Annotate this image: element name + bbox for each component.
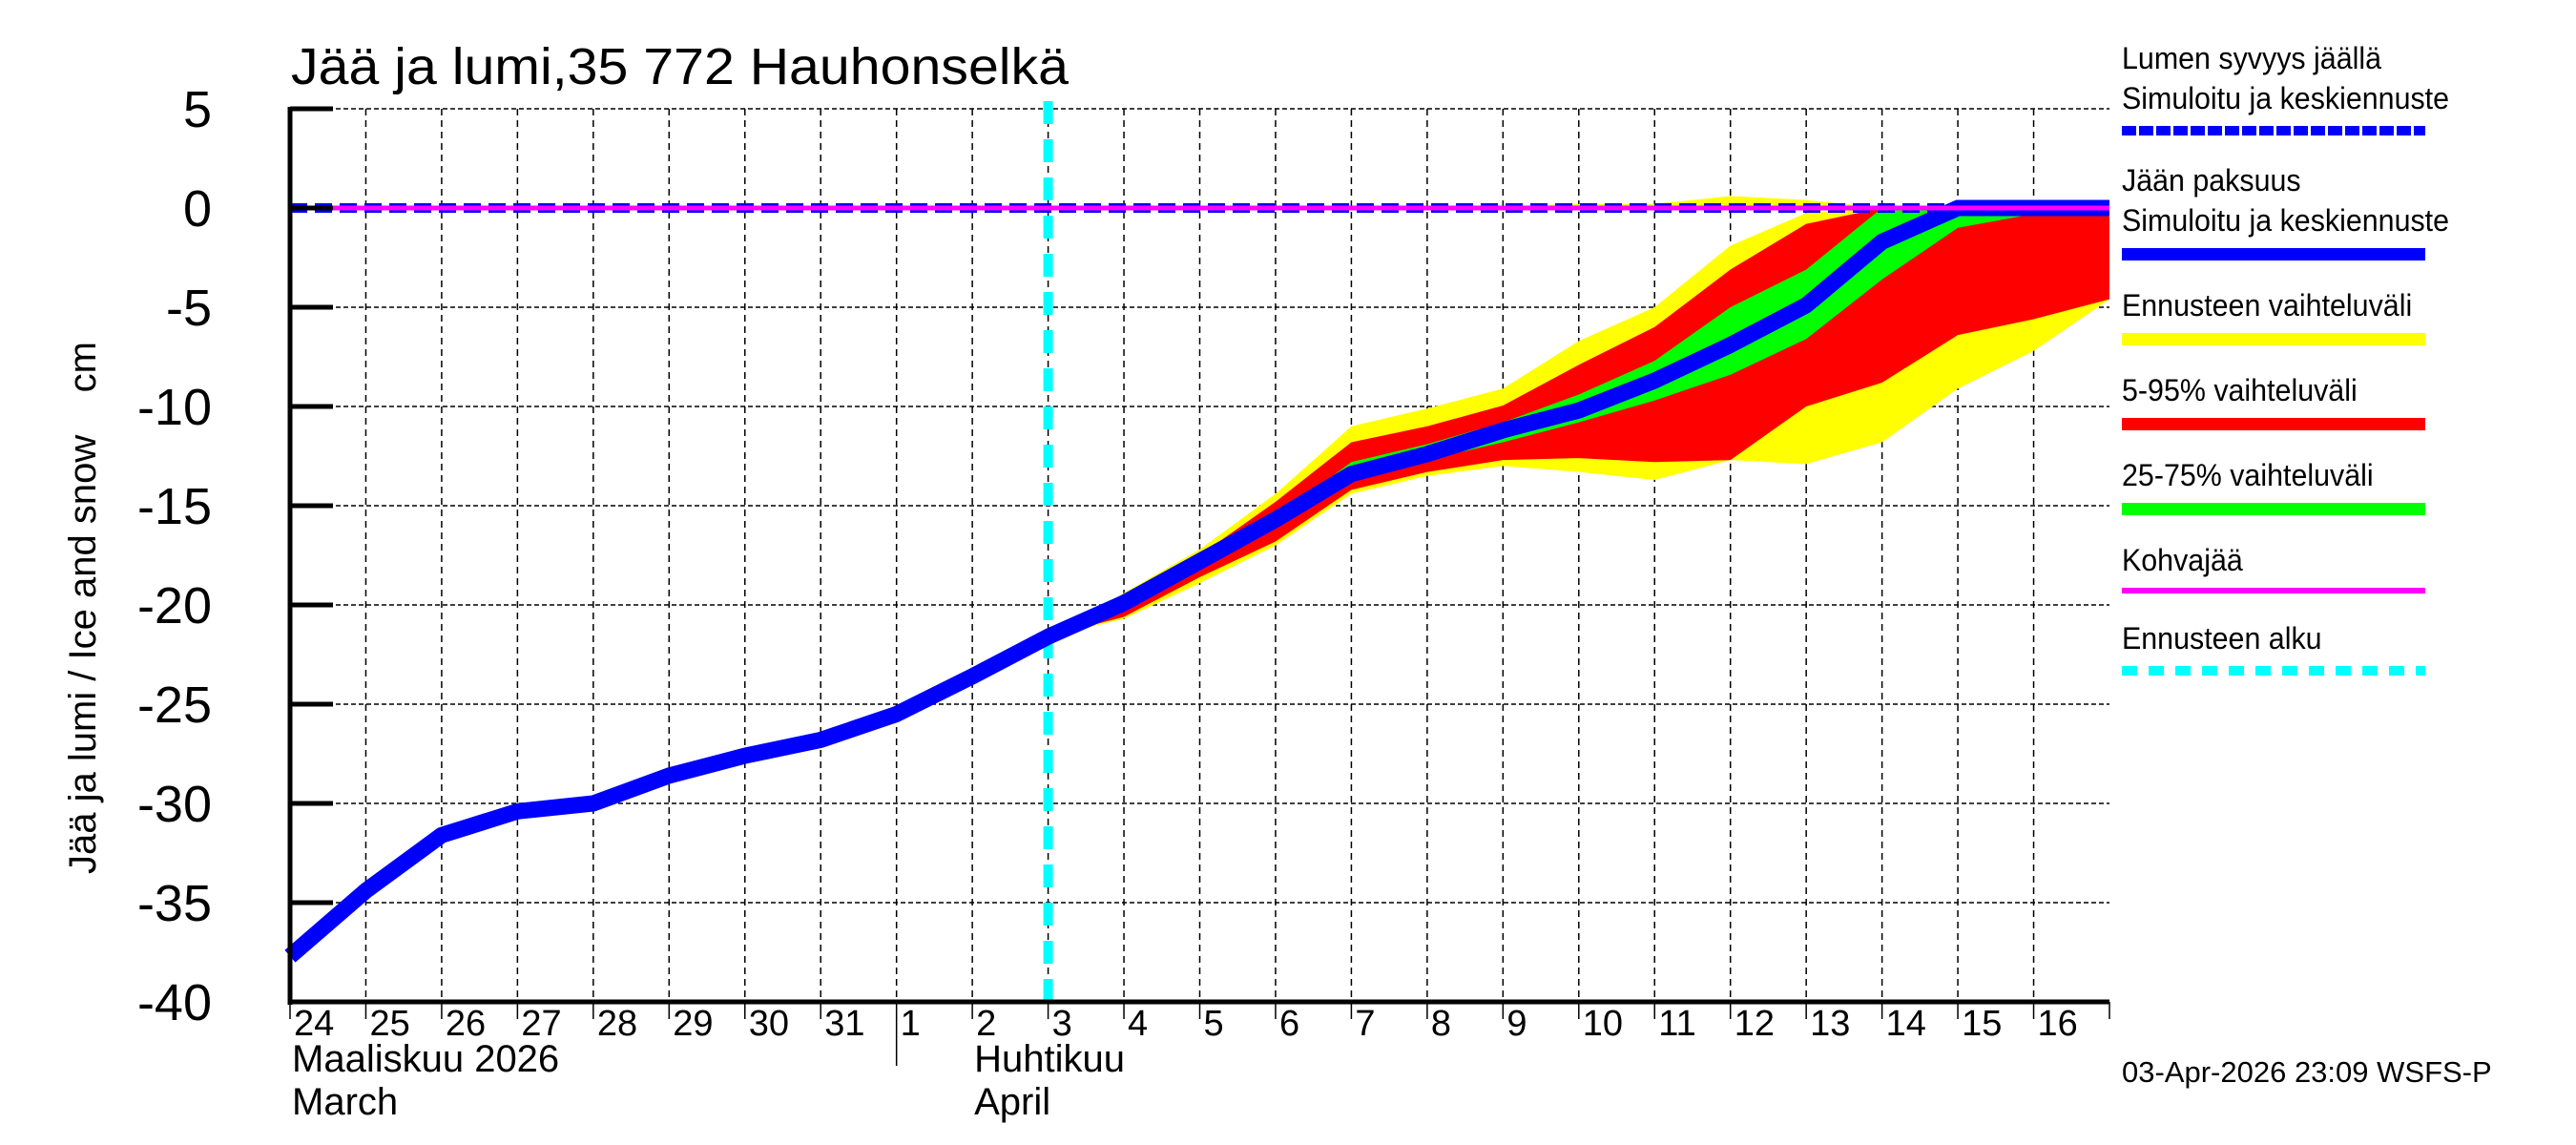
y-tick-label: -25 (137, 677, 212, 734)
forecast-range-band-top (1426, 196, 2109, 208)
legend-swatch-forecast-range (2122, 333, 2425, 345)
legend-label: Kohvajää (2122, 543, 2243, 577)
legend-swatch-snow-depth (2122, 126, 2425, 135)
legend-swatch-ice-thickness (2122, 248, 2425, 260)
x-tick-label: 10 (1583, 1004, 1623, 1044)
data-lines (284, 101, 2109, 1002)
axes (287, 106, 2110, 1066)
x-tick-label: 27 (521, 1004, 561, 1044)
x-tick-label: 24 (294, 1004, 334, 1044)
month-label-en: March (292, 1081, 398, 1123)
x-tick-label: 14 (1886, 1004, 1926, 1044)
y-tick-label: -30 (137, 776, 212, 833)
legend-label: Ennusteen vaihteluväli (2122, 288, 2413, 323)
x-tick-label: 31 (824, 1004, 864, 1044)
x-tick-label: 11 (1658, 1004, 1695, 1044)
legend-swatch-slush-ice (2122, 588, 2425, 593)
x-tick-label: 16 (2038, 1004, 2078, 1044)
x-tick-label: 25 (369, 1004, 409, 1044)
x-tick-label: 13 (1810, 1004, 1850, 1044)
y-tick-label: -40 (137, 974, 212, 1031)
x-tick-label: 12 (1735, 1004, 1775, 1044)
y-tick-label: -20 (137, 577, 212, 635)
range-5-95-band (1048, 208, 2109, 637)
x-tick-label: 15 (1962, 1004, 2002, 1044)
legend-label: 5-95% vaihteluväli (2122, 373, 2358, 407)
legend-label: Ennusteen alku (2122, 621, 2322, 656)
x-tick-label: 1 (901, 1004, 921, 1044)
legend-item-snow-depth: Lumen syvyys jäällä Simuloitu ja keskienn… (2122, 38, 2570, 135)
legend-label: 25-75% vaihteluväli (2122, 458, 2374, 492)
month-label-fi: Maaliskuu 2026 (292, 1038, 559, 1080)
legend-label: Simuloitu ja keskiennuste (2122, 81, 2450, 115)
month-label-fi: Huhtikuu (974, 1038, 1125, 1080)
y-axis-label: Jää ja lumi / Ice and snow cm (62, 342, 104, 874)
legend-swatch-range-25-75 (2122, 503, 2425, 515)
y-tick-label: 0 (183, 180, 212, 238)
legend-swatch-range-5-95 (2122, 418, 2425, 430)
y-tick-label: -10 (137, 379, 212, 436)
x-tick-label: 9 (1506, 1004, 1527, 1044)
month-label-en: April (974, 1081, 1050, 1123)
grid-lines (290, 108, 2109, 1003)
x-tick-label: 5 (1204, 1004, 1224, 1044)
x-tick-labels: 24 25 26 27 28 29 30 31 1 2 3 4 5 6 7 8 9 10 11 12 13 14 15 16 (294, 1004, 2078, 1044)
x-tick-label: 8 (1431, 1004, 1451, 1044)
legend-label: Simuloitu ja keskiennuste (2122, 203, 2450, 238)
x-tick-label: 3 (1052, 1004, 1072, 1044)
legend-label: Jään paksuus (2122, 163, 2301, 198)
legend-item-range-5-95: 5-95% vaihteluväli (2122, 370, 2570, 430)
x-tick-label: 4 (1128, 1004, 1148, 1044)
y-tick-label: -35 (137, 875, 212, 932)
footer-timestamp: 03-Apr-2026 23:09 WSFS-P (2122, 1055, 2492, 1089)
y-tick-label: -15 (137, 478, 212, 535)
ice-thickness-line (284, 199, 2109, 963)
legend-item-forecast-start: Ennusteen alku (2122, 618, 2570, 676)
legend-item-ice-thickness: Jään paksuus Simuloitu ja keskiennuste (2122, 160, 2570, 260)
chart-title: Jää ja lumi,35 772 Hauhonselkä (291, 38, 1070, 95)
legend: Lumen syvyys jäällä Simuloitu ja keskienn… (2122, 38, 2570, 700)
x-tick-label: 29 (673, 1004, 713, 1044)
x-tick-label: 6 (1279, 1004, 1299, 1044)
y-tick-labels: 5 0 -5 -10 -15 -20 -25 -30 -35 -40 (137, 81, 212, 1031)
x-tick-label: 28 (597, 1004, 637, 1044)
forecast-bands (1048, 196, 2109, 637)
x-tick-label: 2 (976, 1004, 996, 1044)
legend-swatch-forecast-start (2122, 666, 2425, 676)
legend-item-forecast-range: Ennusteen vaihteluväli (2122, 285, 2570, 345)
y-tick-label: -5 (166, 280, 212, 337)
legend-label: Lumen syvyys jäällä (2122, 41, 2382, 75)
legend-item-range-25-75: 25-75% vaihteluväli (2122, 455, 2570, 515)
legend-item-slush-ice: Kohvajää (2122, 540, 2570, 593)
x-tick-label: 7 (1355, 1004, 1375, 1044)
x-tick-label: 30 (749, 1004, 789, 1044)
x-tick-label: 26 (446, 1004, 486, 1044)
y-tick-label: 5 (183, 81, 212, 138)
